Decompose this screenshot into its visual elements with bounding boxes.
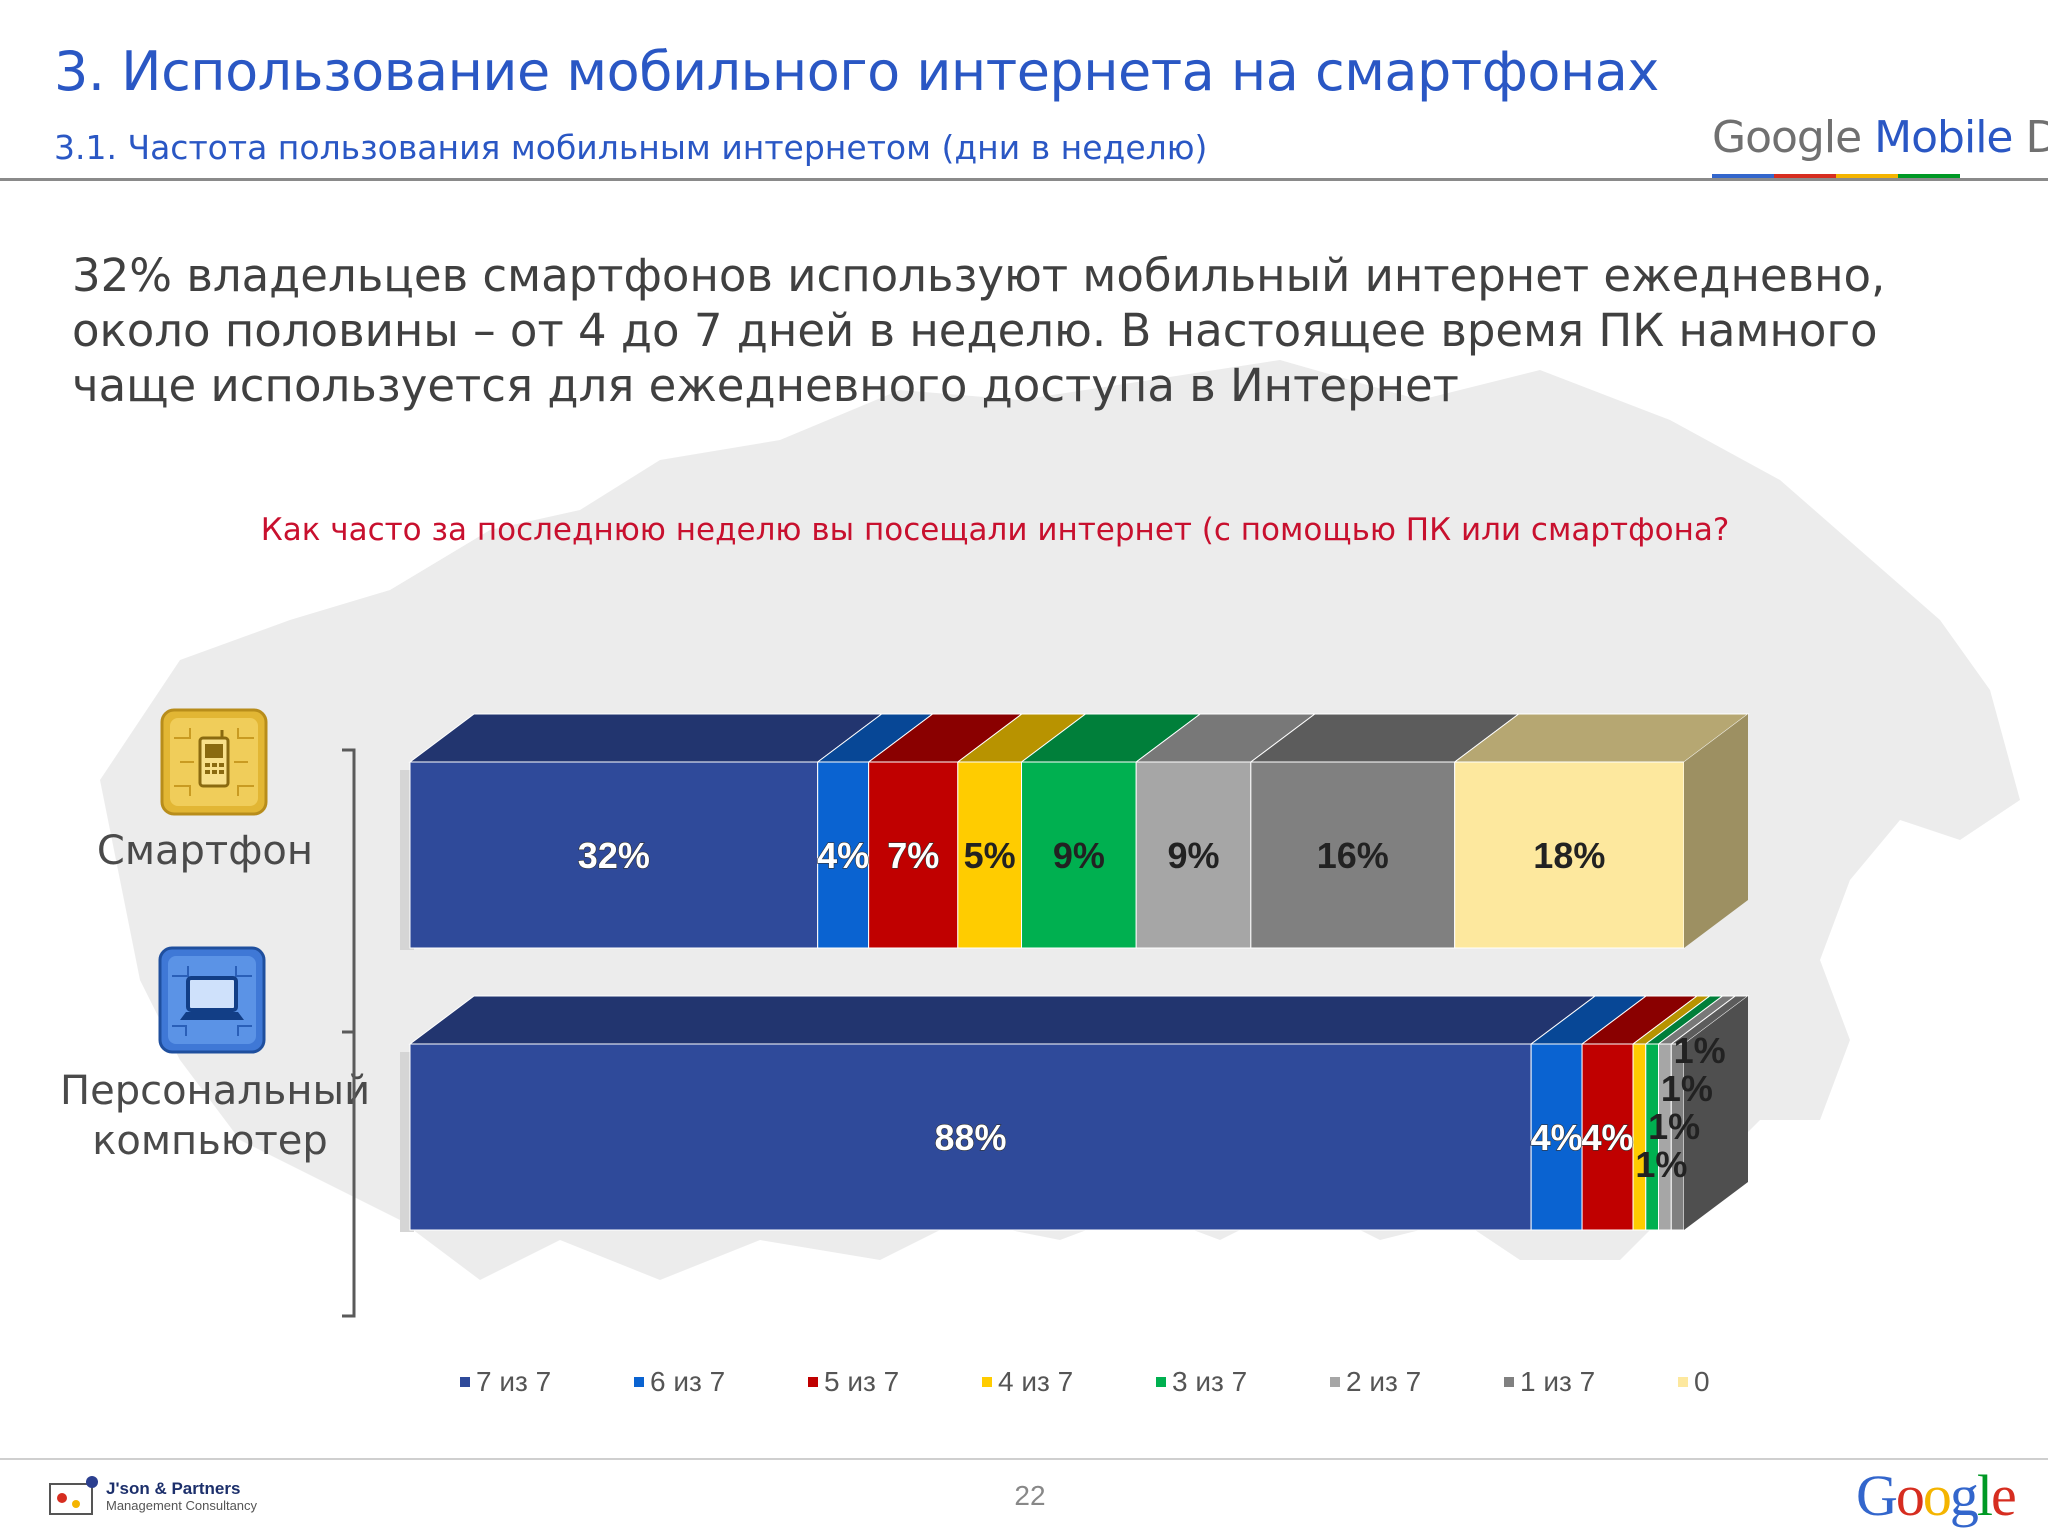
bar-segment — [1454, 761, 1685, 949]
legend-item: 4 из 7 — [982, 1366, 1156, 1398]
partner-name: J'son & Partners — [106, 1478, 241, 1498]
smartphone-chip-icon — [160, 708, 268, 816]
data-label: 32% — [578, 835, 650, 876]
google-logo: Google — [1856, 1462, 2017, 1529]
header-divider — [0, 178, 2048, 181]
bar-segment — [957, 761, 1023, 949]
legend-label: 4 из 7 — [998, 1366, 1074, 1397]
legend-label: 2 из 7 — [1346, 1366, 1422, 1397]
legend-label: 1 из 7 — [1520, 1366, 1596, 1397]
legend-label: 7 из 7 — [476, 1366, 552, 1397]
data-label: 16% — [1317, 835, 1389, 876]
partner-logo-icon — [49, 1476, 98, 1515]
google-logo-letter: G — [1856, 1463, 1898, 1528]
bar-segment — [817, 761, 870, 949]
survey-question: Как часто за последнюю неделю вы посещал… — [260, 512, 1730, 548]
bar-segment — [1632, 1043, 1647, 1231]
row-bracket — [342, 748, 356, 1318]
data-label: 1% — [1648, 1106, 1700, 1147]
page-number: 22 — [1014, 1480, 1046, 1511]
google-logo-letter: o — [1922, 1463, 1952, 1528]
bar-segment — [1135, 761, 1252, 949]
chart-legend: 7 из 7 6 из 7 5 из 7 4 из 7 3 из 7 2 из 7 1 из… — [460, 1366, 1852, 1398]
stacked-bar-chart: 32% 4% 7% 5% 9% 9% 16% 18%88% 4%4%1%1%1%1% — [400, 713, 1750, 1232]
brand-logo-day: Day — [2025, 112, 2048, 163]
bar-segment — [1250, 761, 1456, 949]
brand-color-stripe — [1712, 174, 1960, 178]
brand-stripe-segment — [1836, 174, 1898, 178]
bar-segment — [409, 1043, 1532, 1231]
legend-swatch — [460, 1377, 470, 1387]
data-label: 4% — [817, 835, 869, 876]
jsonandpartners-logo: J'son & Partners Management Consultancy — [48, 1474, 257, 1518]
legend-swatch — [634, 1377, 644, 1387]
data-label: 4% — [1582, 1117, 1634, 1158]
slide-subtitle: 3.1. Частота пользования мобильным интер… — [54, 128, 1208, 167]
bar-segment — [868, 761, 959, 949]
google-logo-letter: g — [1949, 1463, 1979, 1528]
bar-segment — [1581, 1043, 1634, 1231]
footer-divider — [0, 1458, 2048, 1460]
headline: 32% владельцев смартфонов используют моб… — [72, 249, 1886, 412]
bar-side-face — [1684, 714, 1748, 948]
bar-side-face — [1684, 996, 1748, 1230]
legend-label: 3 из 7 — [1172, 1366, 1248, 1397]
brand-logo-google: Google — [1712, 112, 1875, 163]
row-label-computer: Персональный компьютер — [60, 1066, 371, 1166]
data-label: 88% — [935, 1117, 1007, 1158]
legend-item: 1 из 7 — [1504, 1366, 1678, 1398]
brand-stripe-segment — [1712, 174, 1774, 178]
legend-swatch — [1678, 1377, 1688, 1387]
row-label-smartphone: Смартфон — [96, 828, 314, 874]
google-logo-letter: o — [1895, 1463, 1925, 1528]
partner-tagline: Management Consultancy — [106, 1497, 258, 1513]
legend-swatch — [1156, 1377, 1166, 1387]
data-label: 9% — [1167, 835, 1219, 876]
legend-label: 6 из 7 — [650, 1366, 726, 1397]
slide-title: 3. Использование мобильного интернета на… — [54, 40, 1659, 103]
brand-logo-mobile: Mobile — [1874, 112, 2013, 163]
legend-item: 6 из 7 — [634, 1366, 808, 1398]
google-mobile-day-logo: Google Mobile Day — [1712, 112, 2048, 163]
google-logo-letter: l — [1976, 1463, 1993, 1528]
data-label: 9% — [1053, 835, 1105, 876]
bar-top-face — [408, 995, 1597, 1045]
data-label: 5% — [964, 835, 1016, 876]
legend-item: 7 из 7 — [460, 1366, 634, 1398]
row-label-computer-line1: Персональный — [60, 1068, 371, 1114]
bar-segment — [1530, 1043, 1583, 1231]
bar-top-face — [408, 713, 884, 763]
data-label: 4% — [1531, 1117, 1583, 1158]
data-label: 18% — [1533, 835, 1605, 876]
computer-chip-icon — [158, 946, 266, 1054]
brand-stripe-segment — [1774, 174, 1836, 178]
brand-stripe-segment — [1898, 174, 1960, 178]
legend-label: 0 — [1694, 1366, 1710, 1397]
legend-swatch — [982, 1377, 992, 1387]
legend-item: 2 из 7 — [1330, 1366, 1504, 1398]
data-label: 1% — [1661, 1068, 1713, 1109]
google-logo-letter: e — [1991, 1463, 2017, 1528]
legend-label: 5 из 7 — [824, 1366, 900, 1397]
bar-segment — [409, 761, 819, 949]
bar-segment — [1021, 761, 1137, 949]
legend-swatch — [1330, 1377, 1340, 1387]
row-label-computer-line2: компьютер — [92, 1118, 328, 1164]
data-label: 1% — [1674, 1030, 1726, 1071]
legend-item: 0 — [1678, 1366, 1852, 1398]
legend-item: 3 из 7 — [1156, 1366, 1330, 1398]
data-label: 7% — [887, 835, 939, 876]
legend-swatch — [1504, 1377, 1514, 1387]
data-label: 1% — [1635, 1144, 1687, 1185]
legend-item: 5 из 7 — [808, 1366, 982, 1398]
legend-swatch — [808, 1377, 818, 1387]
